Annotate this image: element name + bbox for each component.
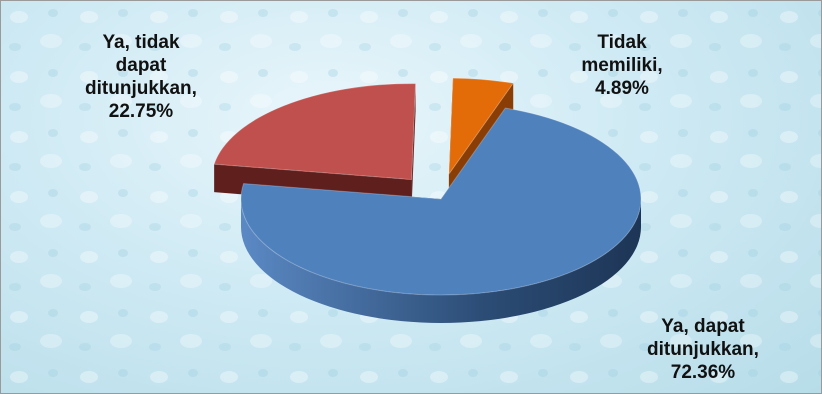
label-line: ditunjukkan, <box>41 77 241 100</box>
label-value: 72.36% <box>613 361 793 384</box>
label-line: memiliki, <box>557 54 687 77</box>
label-line: Tidak <box>557 31 687 54</box>
label-line: Ya, tidak <box>41 31 241 54</box>
label-ya-dapat: Ya, dapat ditunjukkan, 72.36% <box>613 315 793 384</box>
label-line: dapat <box>41 54 241 77</box>
label-value: 22.75% <box>41 100 241 123</box>
label-line: ditunjukkan, <box>613 338 793 361</box>
label-line: Ya, dapat <box>613 315 793 338</box>
label-ya-tidak-dapat: Ya, tidak dapat ditunjukkan, 22.75% <box>41 31 241 123</box>
label-tidak-memiliki: Tidak memiliki, 4.89% <box>557 31 687 100</box>
label-value: 4.89% <box>557 77 687 100</box>
